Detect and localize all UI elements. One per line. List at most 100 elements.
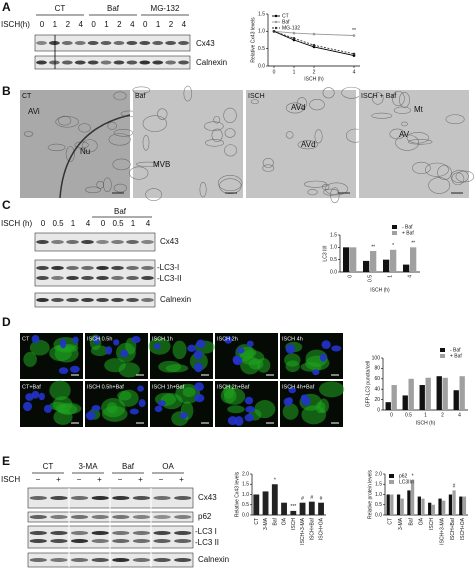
x-tick-label: 1	[293, 69, 296, 75]
gfp-cell	[223, 387, 246, 405]
legend-label: LC3II/I	[399, 479, 414, 485]
row-label: ISCH (h)	[1, 219, 32, 228]
nucleus	[113, 339, 120, 346]
bar	[442, 377, 448, 410]
blot-band	[91, 539, 109, 543]
data-point	[292, 36, 296, 40]
bar	[425, 377, 431, 410]
image-title: ISCH 2h	[217, 336, 238, 342]
em-texture	[142, 115, 168, 132]
em-texture	[371, 112, 393, 119]
bar	[442, 500, 446, 515]
x-tick-label: ISCH	[291, 518, 297, 530]
blot-band	[36, 276, 49, 280]
blot-band	[29, 539, 47, 543]
em-texture	[217, 175, 243, 192]
image-title: CT+Baf	[22, 384, 41, 390]
image-title: CT	[22, 93, 32, 100]
group-label: Baf	[114, 207, 127, 216]
blot-band	[48, 41, 60, 45]
blot-band	[70, 558, 89, 562]
blot-band	[51, 298, 64, 302]
y-tick-label: 80	[374, 366, 380, 372]
blot-band	[74, 41, 86, 45]
bar	[448, 494, 453, 515]
x-axis-label: ISCH (h)	[304, 76, 324, 82]
legend-label: Baf	[282, 19, 290, 25]
y-tick-label: 0.5	[258, 46, 265, 52]
blot-band	[178, 41, 189, 45]
blot-band	[113, 60, 125, 65]
y-tick-label: 1.5	[242, 482, 249, 488]
x-tick-label: 0	[390, 412, 393, 418]
lane-label: 0.5	[52, 219, 64, 228]
em-texture	[406, 132, 430, 144]
image-title: ISCH 0.5h+Baf	[87, 384, 124, 390]
em-texture	[262, 164, 275, 172]
lane-sign: −	[77, 475, 82, 484]
blot-band	[50, 558, 68, 562]
nucleus	[120, 349, 129, 358]
blot-band	[174, 558, 192, 562]
em-texture	[132, 86, 151, 94]
data-point	[352, 34, 356, 37]
blot-band	[113, 41, 125, 45]
blot-band	[50, 539, 68, 543]
em-texture	[213, 115, 221, 124]
legend-label: - Baf	[450, 347, 461, 353]
significance: #	[320, 496, 323, 502]
bar	[262, 491, 269, 515]
legend-label: CT	[282, 13, 289, 19]
image-title: ISCH 2h+Baf	[217, 384, 250, 390]
nucleus	[331, 345, 342, 352]
nucleus	[301, 396, 311, 406]
gfp-cell	[172, 340, 187, 360]
blot-band	[96, 266, 109, 270]
bar	[417, 496, 421, 515]
bar	[271, 484, 278, 515]
legend-label: MG-132	[282, 25, 300, 31]
panel-letter: C	[2, 198, 11, 212]
blot-band	[126, 276, 139, 280]
nucleus	[72, 336, 79, 344]
y-tick-label: 20	[374, 397, 380, 403]
bar	[299, 502, 306, 515]
nucleus	[69, 365, 80, 373]
blot-band	[126, 240, 139, 244]
nucleus	[283, 397, 292, 407]
lane-label: 1	[131, 219, 136, 228]
significance: #	[453, 484, 456, 490]
blot-band	[70, 531, 89, 535]
em-texture	[113, 91, 127, 101]
em-texture	[205, 139, 225, 147]
blot-band	[111, 266, 124, 270]
x-tick-label: OA	[282, 517, 288, 525]
data-point	[312, 32, 316, 36]
blot-band	[91, 531, 109, 535]
nucleus	[131, 335, 141, 344]
lane-sign: −	[118, 475, 123, 484]
blot-band	[132, 515, 151, 519]
em-texture	[224, 144, 238, 157]
em-texture	[451, 172, 465, 186]
gfp-cell	[53, 409, 73, 425]
nucleus	[59, 338, 67, 349]
nucleus	[232, 356, 243, 366]
x-tick-label: 3-MA	[263, 517, 269, 530]
gfp-cell	[227, 405, 245, 414]
em-texture	[389, 128, 406, 140]
y-axis-label: Relative protein levels	[367, 470, 373, 519]
y-tick-label: 0.5	[330, 257, 337, 263]
y-tick-label: 2.0	[375, 471, 382, 477]
y-tick-label: 0.0	[375, 512, 382, 518]
bar	[402, 395, 408, 410]
y-tick-label: 1.0	[242, 492, 249, 498]
em-texture	[314, 129, 323, 144]
lane-sign: −	[36, 475, 41, 484]
legend-swatch	[392, 231, 397, 235]
blot-band	[91, 496, 109, 500]
blot-band	[100, 41, 112, 45]
image-annotation: AV	[399, 130, 410, 139]
blot-strip	[34, 232, 156, 252]
bar	[390, 494, 394, 515]
